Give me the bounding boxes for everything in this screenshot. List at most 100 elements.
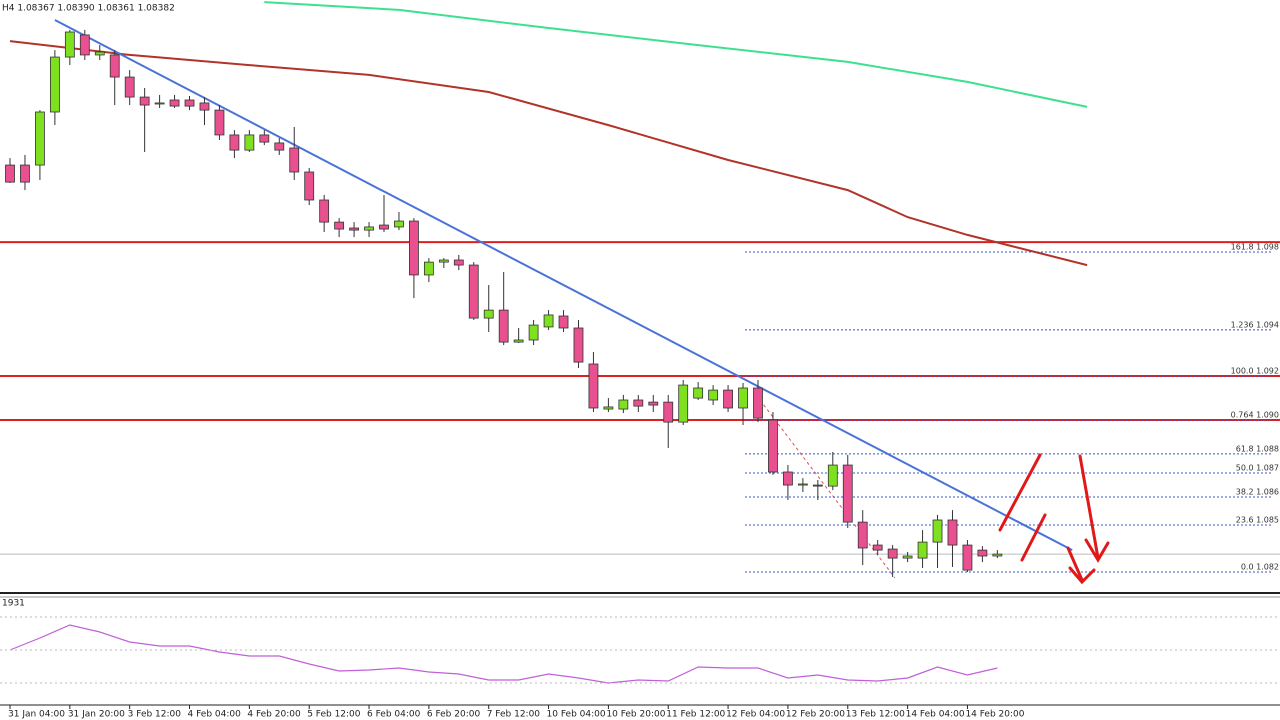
candle-body	[992, 553, 1003, 557]
chart-title: H4 1.08367 1.08390 1.08361 1.08382	[2, 4, 175, 14]
x-tick-label: 31 Jan 04:00	[8, 710, 65, 720]
x-tick-label: 6 Feb 20:00	[427, 710, 481, 720]
fib-label: 0.0 1.082	[1241, 563, 1279, 572]
arrow-down	[1078, 454, 1110, 563]
candle-body	[932, 519, 943, 543]
oscillator-line	[9, 624, 998, 684]
candle-body	[977, 549, 988, 557]
candle-body	[394, 220, 404, 228]
candle-body	[902, 555, 913, 559]
x-tick-label: 4 Feb 04:00	[188, 710, 242, 720]
fib-anchor	[759, 399, 896, 579]
overlay-line	[9, 40, 1088, 267]
candle-body	[289, 147, 300, 173]
candle-body	[94, 51, 105, 56]
candle-body	[5, 164, 15, 183]
arrow-up	[1020, 513, 1047, 562]
candle-body	[962, 544, 973, 571]
fib-label: 50.0 1.087	[1236, 464, 1279, 473]
candle-body	[199, 102, 210, 111]
candle-body	[20, 164, 30, 183]
candle-body	[214, 109, 225, 136]
candle-body	[753, 387, 763, 419]
candle-body	[184, 99, 195, 107]
candle-body	[723, 389, 733, 409]
x-tick-label: 6 Feb 04:00	[367, 710, 421, 720]
candle-body	[513, 339, 524, 343]
fib-label: 161.8 1.098	[1231, 243, 1279, 252]
overlay-line	[264, 1, 1088, 108]
candle-body	[304, 171, 315, 201]
x-tick-label: 12 Feb 20:00	[786, 710, 845, 720]
candle-body	[154, 102, 165, 105]
candle-body	[229, 134, 240, 151]
candle-body	[64, 31, 75, 58]
x-tick-label: 10 Feb 04:00	[547, 710, 606, 720]
candle-body	[618, 399, 629, 410]
overlay-line	[54, 19, 1073, 551]
fib-label: 61.8 1.088	[1236, 444, 1279, 453]
candle-body	[259, 134, 270, 143]
candle-body	[917, 541, 928, 559]
x-tick-label: 31 Jan 20:00	[68, 710, 125, 720]
x-tick-label: 5 Feb 12:00	[307, 710, 361, 720]
x-tick-label: 12 Feb 04:00	[726, 710, 785, 720]
candle-body	[812, 484, 823, 487]
x-tick-label: 10 Feb 20:00	[606, 710, 665, 720]
fib-label: 23.6 1.085	[1236, 516, 1279, 525]
x-tick-label: 11 Feb 12:00	[666, 710, 725, 720]
candle-body	[35, 111, 45, 166]
fib-label: 1.236 1.094	[1231, 320, 1279, 329]
candle-body	[423, 261, 434, 276]
candle-body	[244, 134, 255, 151]
arrow-down	[1066, 546, 1096, 585]
candle-body	[678, 384, 689, 423]
annotation-arrows	[998, 453, 1110, 585]
candle-body	[79, 34, 90, 56]
candle-body	[483, 309, 494, 319]
candle-body	[498, 309, 509, 343]
candle-body	[693, 387, 704, 399]
candle-body	[274, 142, 285, 151]
candle-body	[797, 483, 808, 486]
candle-body	[364, 226, 374, 231]
candle-body	[633, 399, 644, 407]
candle-body	[438, 259, 449, 263]
x-tick-label: 3 Feb 12:00	[128, 710, 182, 720]
candle-body	[543, 314, 554, 328]
candle-body	[558, 315, 569, 329]
candle-body	[588, 363, 599, 409]
x-tick-label: 14 Feb 04:00	[906, 710, 965, 720]
fib-label: 100.0 1.092	[1231, 367, 1279, 376]
candle-body	[708, 389, 719, 401]
fib-label: 0.764 1.090	[1231, 411, 1279, 420]
candle-body	[453, 259, 464, 266]
candle-body	[124, 76, 135, 98]
x-tick-label: 7 Feb 12:00	[487, 710, 541, 720]
candle-body	[648, 401, 659, 406]
candle-body	[842, 464, 853, 523]
candle-body	[857, 521, 868, 549]
candle-body	[109, 54, 120, 78]
candle-body	[169, 99, 180, 107]
candle-body	[528, 324, 539, 341]
candle-body	[827, 464, 838, 487]
candle-body	[349, 227, 359, 231]
candle-body	[768, 419, 778, 473]
x-tick-label: 4 Feb 20:00	[247, 710, 301, 720]
fib-label: 38.2 1.086	[1236, 488, 1279, 497]
x-tick-label: 13 Feb 12:00	[846, 710, 905, 720]
candle-body	[409, 220, 419, 276]
candle-body	[468, 264, 479, 319]
candle-body	[139, 96, 150, 106]
candle-body	[947, 519, 958, 546]
candle-body	[603, 406, 614, 410]
candle-body	[379, 224, 389, 230]
candle-body	[872, 544, 883, 551]
arrow-up	[998, 453, 1042, 532]
candle-body	[573, 327, 584, 363]
candle-body	[887, 548, 898, 559]
